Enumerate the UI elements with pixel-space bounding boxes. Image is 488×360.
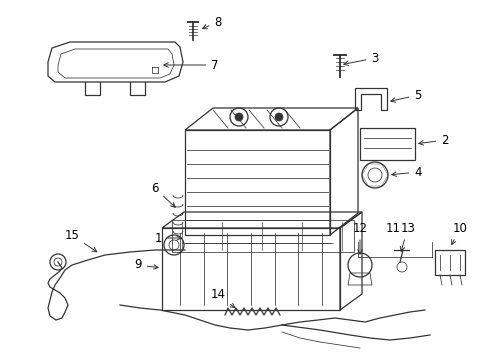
Text: 9: 9 — [134, 258, 158, 271]
Text: 4: 4 — [391, 166, 421, 179]
Text: 5: 5 — [390, 89, 421, 102]
Circle shape — [274, 113, 283, 121]
Text: 15: 15 — [64, 229, 97, 252]
Text: 2: 2 — [418, 134, 448, 147]
Text: 14: 14 — [210, 288, 234, 308]
Text: 13: 13 — [399, 221, 415, 251]
Text: 7: 7 — [163, 59, 218, 72]
Circle shape — [235, 113, 243, 121]
Text: 11: 11 — [385, 221, 400, 234]
Text: 1: 1 — [154, 231, 181, 244]
Text: 3: 3 — [343, 51, 378, 66]
Bar — [162, 228, 339, 310]
Text: 12: 12 — [352, 221, 367, 254]
Bar — [359, 128, 414, 160]
Bar — [184, 130, 329, 235]
Text: 8: 8 — [202, 15, 221, 29]
Text: 10: 10 — [451, 221, 467, 244]
Text: 6: 6 — [151, 181, 175, 207]
